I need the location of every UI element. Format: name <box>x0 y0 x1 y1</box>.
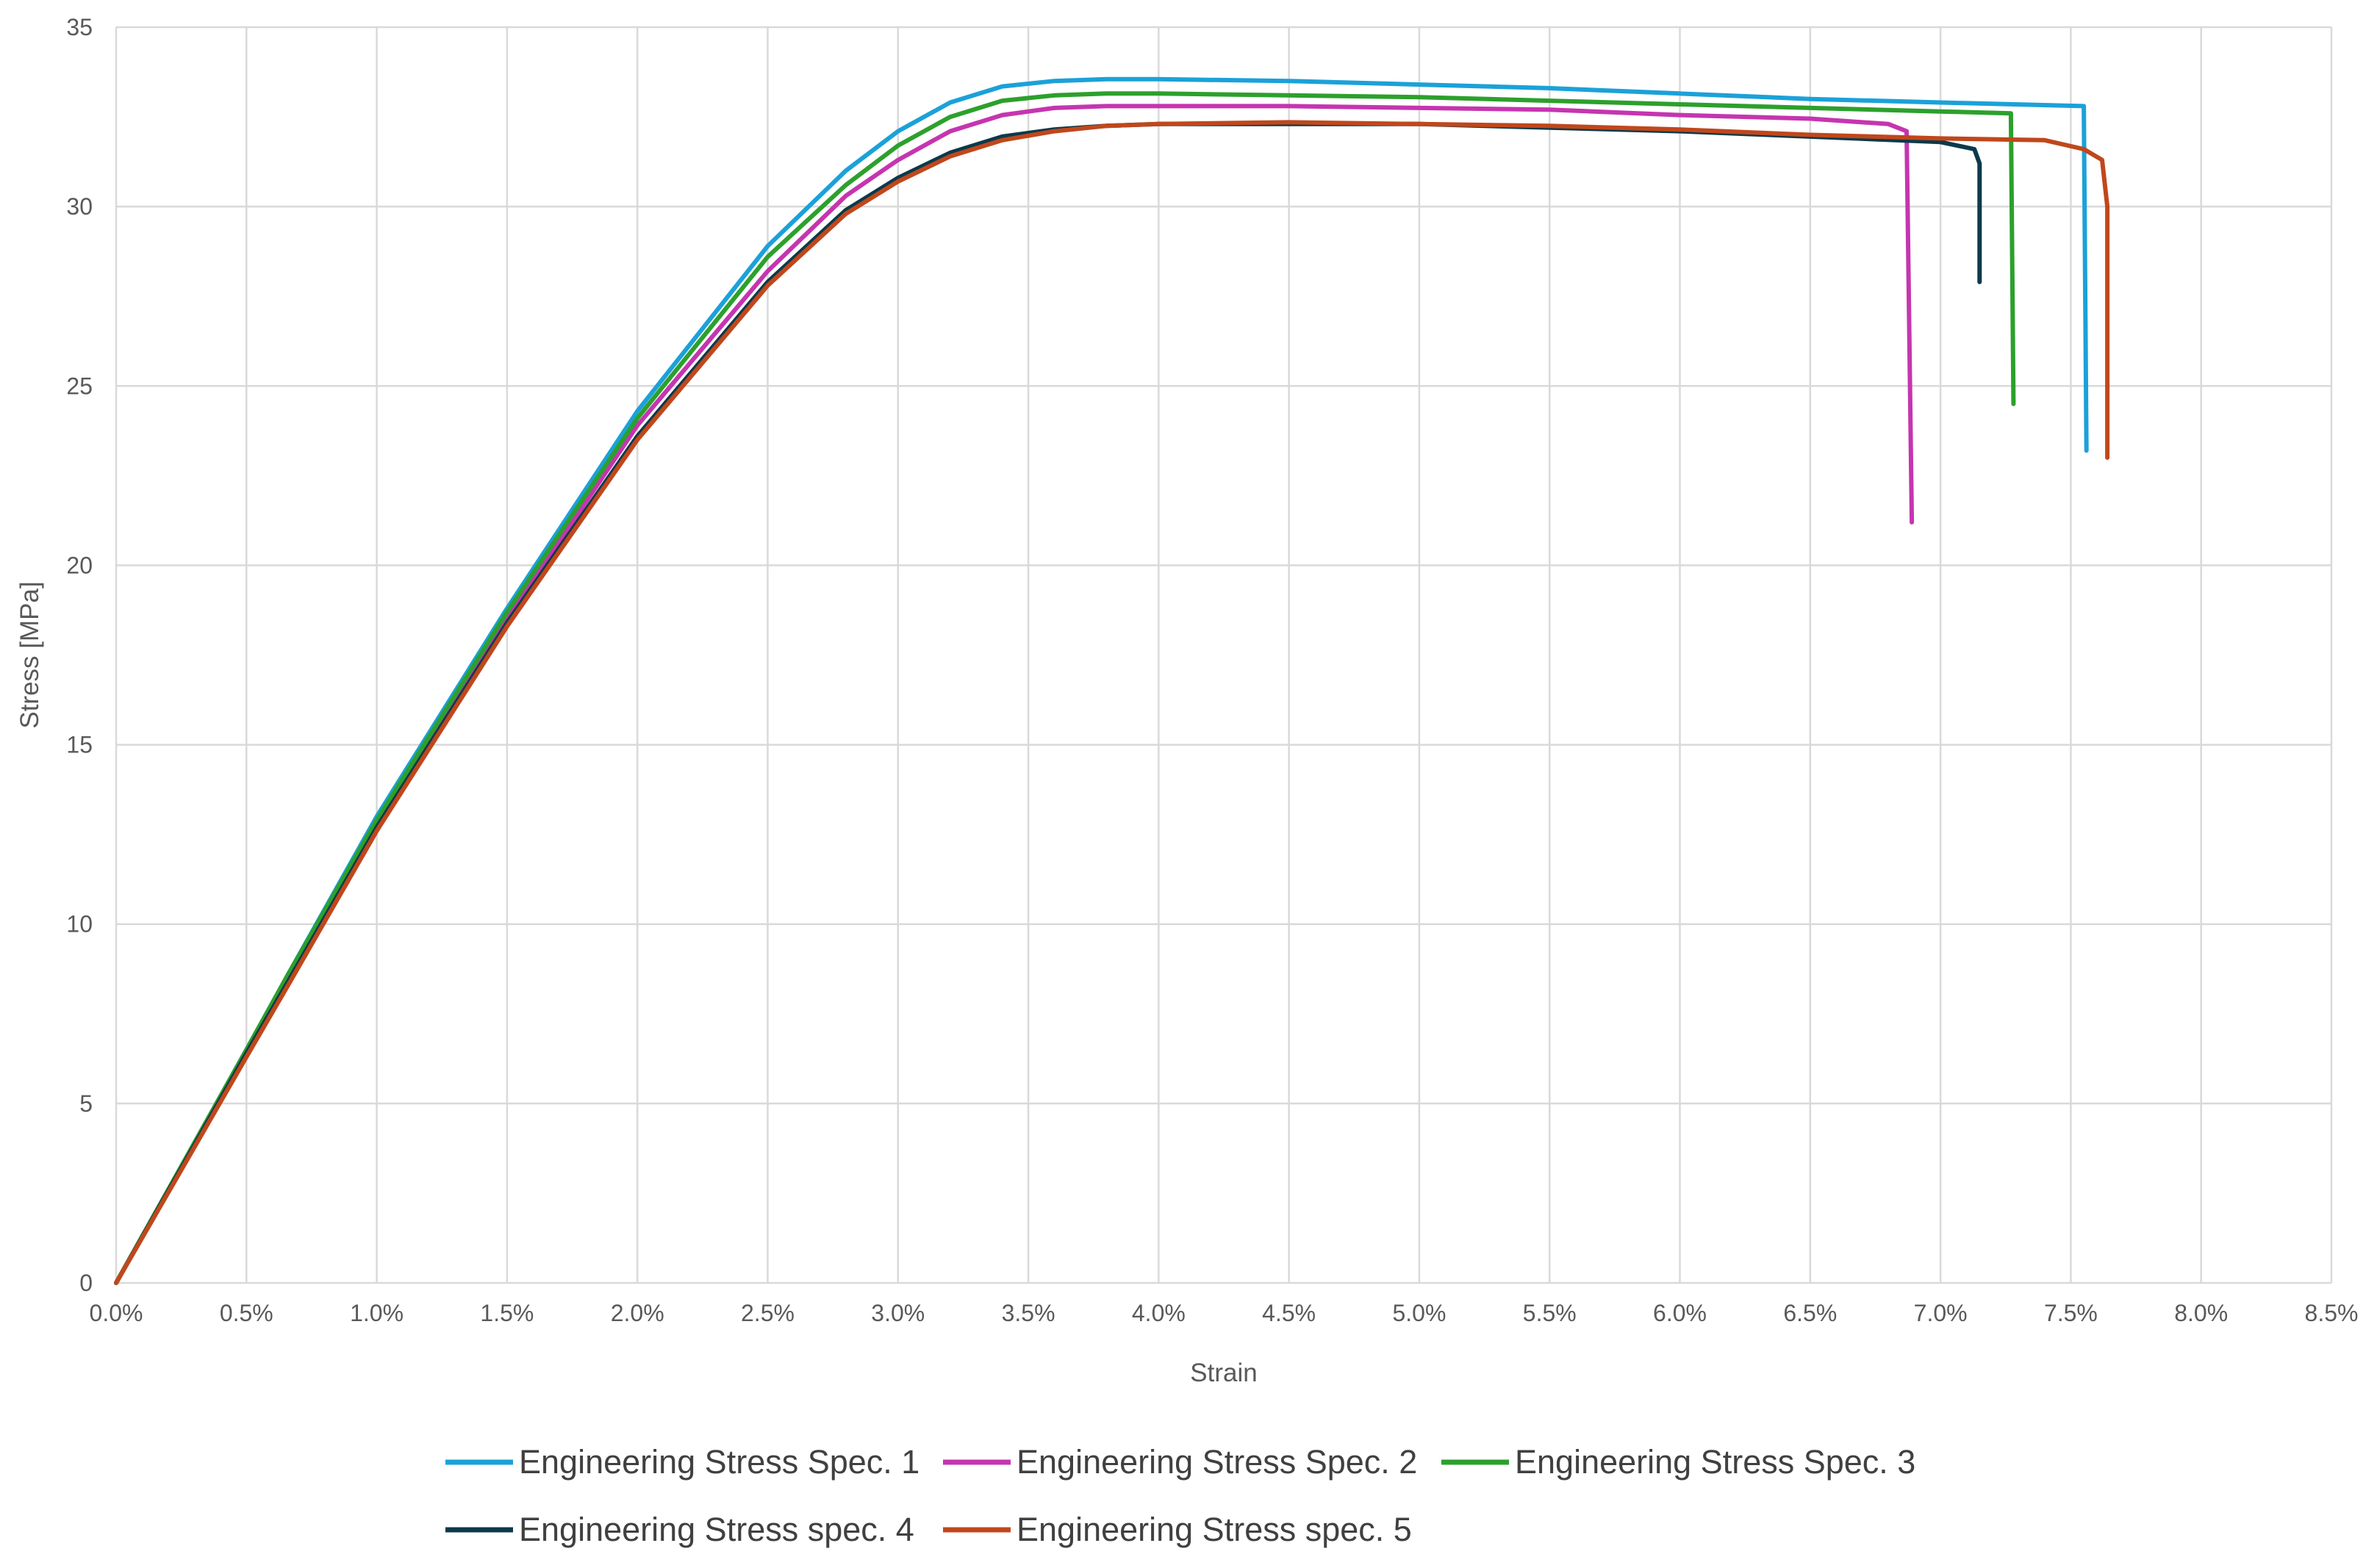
legend-label: Engineering Stress spec. 4 <box>519 1511 914 1548</box>
legend-label: Engineering Stress Spec. 3 <box>1515 1443 1915 1481</box>
x-tick-label: 7.0% <box>1914 1300 1968 1326</box>
x-tick-label: 2.0% <box>611 1300 664 1326</box>
x-tick-label: 2.5% <box>741 1300 795 1326</box>
x-tick-label: 1.0% <box>350 1300 404 1326</box>
x-tick-label: 4.5% <box>1262 1300 1316 1326</box>
series-line-1 <box>114 76 2089 1285</box>
series-layer <box>114 76 2110 1285</box>
x-axis-title: Strain <box>1190 1359 1257 1387</box>
legend: Engineering Stress Spec. 1 Engineering St… <box>445 1443 1915 1548</box>
series-line-2 <box>114 104 1915 1285</box>
series-line-3 <box>114 91 2016 1285</box>
y-tick-label: 5 <box>79 1090 93 1117</box>
x-tick-label: 4.0% <box>1132 1300 1186 1326</box>
y-tick-label: 0 <box>79 1270 93 1296</box>
x-tick-label: 0.5% <box>220 1300 273 1326</box>
y-tick-label: 30 <box>66 193 93 220</box>
x-tick-label: 8.5% <box>2305 1300 2359 1326</box>
y-tick-label: 35 <box>66 14 93 40</box>
x-tick-label: 8.0% <box>2174 1300 2228 1326</box>
y-tick-label: 25 <box>66 373 93 399</box>
y-axis-title: Stress [MPa] <box>15 581 44 728</box>
x-tick-label: 3.0% <box>871 1300 925 1326</box>
x-tick-label: 7.5% <box>2044 1300 2098 1326</box>
x-tick-label: 6.5% <box>1783 1300 1837 1326</box>
legend-label: Engineering Stress Spec. 2 <box>1017 1443 1417 1481</box>
legend-label: Engineering Stress spec. 5 <box>1017 1511 1412 1548</box>
series-line-4 <box>114 121 1982 1285</box>
x-tick-label: 3.5% <box>1002 1300 1055 1326</box>
x-tick-label: 5.0% <box>1392 1300 1446 1326</box>
x-tick-label: 1.5% <box>480 1300 534 1326</box>
y-tick-label: 20 <box>66 552 93 578</box>
y-tick-label: 10 <box>66 911 93 938</box>
x-tick-label: 0.0% <box>90 1300 143 1326</box>
y-tick-label: 15 <box>66 732 93 758</box>
x-tick-label: 5.5% <box>1523 1300 1577 1326</box>
legend-label: Engineering Stress Spec. 1 <box>519 1443 919 1481</box>
grid-lines <box>115 26 2333 1284</box>
series-line-5 <box>114 120 2110 1285</box>
y-axis-tick-labels: 0 5 10 15 20 25 30 35 <box>66 14 93 1296</box>
x-axis-tick-labels: 0.0% 0.5% 1.0% 1.5% 2.0% 2.5% 3.0% 3.5% 4.0% 4.5%… <box>90 1300 2359 1326</box>
x-tick-label: 6.0% <box>1653 1300 1707 1326</box>
